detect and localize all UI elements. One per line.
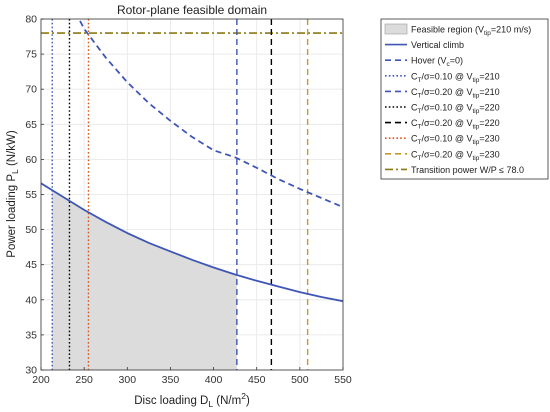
x-tick-label: 250 [75, 374, 93, 386]
legend-item: Feasible region (Vtip=210 m/s) [384, 23, 531, 38]
x-tick-label: 550 [334, 374, 352, 386]
legend-item: Vertical climb [385, 40, 464, 50]
x-tick-label: 450 [248, 374, 266, 386]
y-tick-label: 80 [25, 14, 37, 26]
y-tick-label: 60 [25, 154, 37, 166]
y-tick-label: 75 [25, 49, 37, 61]
legend-label: CT/σ=0.20 @ Vtip=230 [411, 149, 500, 162]
y-tick-label: 40 [25, 294, 37, 306]
legend-label: CT/σ=0.20 @ Vtip=220 [411, 118, 500, 131]
x-tick-label: 300 [119, 374, 137, 386]
vertical-climb-curve [41, 182, 343, 303]
plot-area: 200 250 300 350 400 450 500 550 30 35 40 45 50 55 60 6… [25, 14, 352, 387]
chart-title: Rotor-plane feasible domain [117, 3, 267, 17]
legend-item: CT/σ=0.10 @ Vtip=210 [385, 71, 500, 84]
legend-label: CT/σ=0.10 @ Vtip=210 [411, 71, 500, 84]
x-axis-ticks: 200 250 300 350 400 450 500 550 [32, 367, 352, 386]
series-lines [41, 19, 343, 303]
legend-item: Transition power W/P ≤ 78.0 [385, 165, 524, 175]
x-tick-label: 400 [205, 374, 223, 386]
legend-box [380, 18, 549, 180]
legend-label: Transition power W/P ≤ 78.0 [411, 165, 524, 175]
vertical-lines [51, 19, 309, 370]
legend-item: CT/σ=0.20 @ Vtip=230 [385, 149, 500, 162]
legend-label: CT/σ=0.20 @ Vtip=210 [411, 87, 500, 100]
legend-label: Vertical climb [411, 40, 464, 50]
feasible-region-layer [52, 190, 237, 370]
legend-label: Feasible region (Vtip=210 m/s) [411, 25, 531, 38]
y-tick-label: 50 [25, 224, 37, 236]
y-tick-label: 45 [25, 259, 37, 271]
y-tick-label: 30 [25, 365, 37, 377]
legend: Feasible region (Vtip=210 m/s) Vertical c… [380, 18, 549, 180]
x-axis-label: Disc loading DL (N/m2) [134, 391, 250, 409]
feasible-region [52, 190, 237, 370]
y-tick-label: 70 [25, 84, 37, 96]
y-tick-label: 55 [25, 189, 37, 201]
hover-curve [78, 19, 343, 208]
y-axis-label: Power loading PL (N/kW) [6, 130, 20, 258]
y-axis-ticks: 30 35 40 45 50 55 60 65 70 75 80 [25, 14, 44, 377]
legend-item: CT/σ=0.20 @ Vtip=210 [385, 87, 500, 100]
legend-swatch-patch [384, 23, 408, 35]
x-tick-label: 200 [32, 374, 50, 386]
legend-label: CT/σ=0.10 @ Vtip=220 [411, 103, 500, 116]
x-tick-label: 350 [162, 374, 180, 386]
legend-item: CT/σ=0.10 @ Vtip=220 [385, 103, 500, 116]
y-tick-label: 65 [25, 119, 37, 131]
legend-label: Hover (Vc=0) [411, 56, 463, 68]
x-tick-label: 500 [291, 374, 309, 386]
legend-label: CT/σ=0.10 @ Vtip=230 [411, 134, 500, 147]
y-tick-label: 35 [25, 329, 37, 341]
legend-item: CT/σ=0.10 @ Vtip=230 [385, 134, 500, 147]
legend-item: Hover (Vc=0) [385, 56, 463, 68]
legend-item: CT/σ=0.20 @ Vtip=220 [385, 118, 500, 131]
